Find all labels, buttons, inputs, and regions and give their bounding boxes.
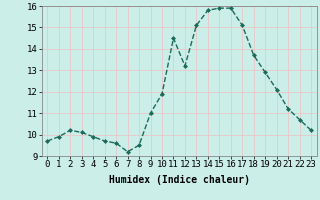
- X-axis label: Humidex (Indice chaleur): Humidex (Indice chaleur): [109, 175, 250, 185]
